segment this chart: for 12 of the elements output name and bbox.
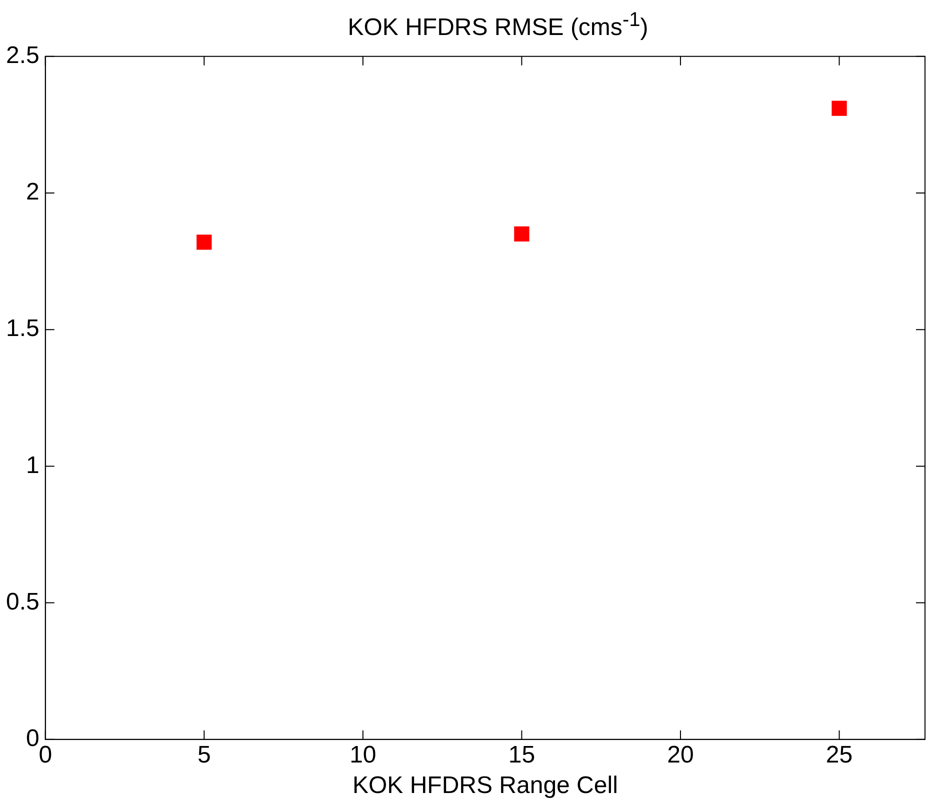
x-tick-label: 20 [667,741,694,768]
y-tick-label: 1 [26,452,40,479]
y-tick-label: 0.5 [6,588,40,616]
chart-title: KOK HFDRS RMSE (cms$^{-1}$) [346,8,650,41]
x-tick-label: 15 [508,741,536,768]
x-axis-title: KOK HFDRS Range Cell [352,772,618,800]
x-tick-label: 25 [826,741,853,768]
y-tick-label: 1.5 [6,315,40,342]
y-tick-label: 2.5 [6,42,40,70]
x-tick-label: 5 [197,741,211,768]
y-tick-label: 2 [26,178,40,206]
x-tick-label: 10 [350,741,376,768]
